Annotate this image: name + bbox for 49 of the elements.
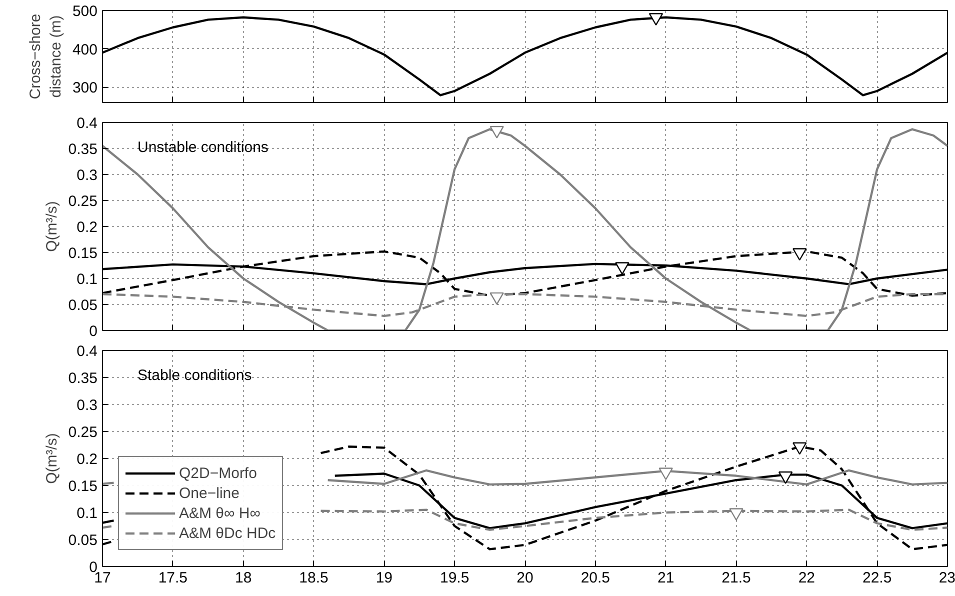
y-tick-label: 0.4 (76, 115, 98, 132)
legend-label: A&M θDc HDc (179, 524, 276, 542)
x-tick-label: 19.5 (440, 570, 470, 586)
point (729, 508, 744, 521)
y-tick-label: 0.1 (76, 271, 98, 288)
y-tick-label: 0.25 (68, 193, 98, 210)
legend-label: Q2D−Morfo (179, 464, 257, 482)
annotation: Unstable conditions (138, 139, 268, 156)
y-tick-label: 0.4 (76, 343, 98, 360)
y-tick-label: 500 (72, 3, 98, 20)
x-tick-label: 19 (376, 570, 393, 586)
x-tick-label: 22 (798, 570, 816, 586)
x-tick-label: 18.5 (299, 570, 328, 586)
y-axis-title: Cross−shore distance (m) (27, 14, 64, 100)
point (792, 248, 807, 261)
point (792, 442, 807, 455)
y-tick-label: 0.05 (68, 532, 98, 549)
y-tick-label: 400 (72, 41, 98, 58)
y-axis-title: Q(m³/s) (43, 201, 60, 252)
point (778, 471, 793, 484)
x-tick-label: 17.5 (158, 570, 188, 586)
y-tick-label: 0.35 (68, 370, 98, 387)
y-tick-label: 0.1 (76, 505, 98, 522)
x-tick-label: 21 (657, 570, 674, 586)
y-tick-label: 0.2 (76, 219, 98, 236)
y-tick-label: 300 (72, 80, 98, 97)
y-tick-label: 0 (89, 323, 98, 340)
y-tick-label: 0.2 (76, 451, 98, 468)
x-tick-label: 23 (938, 570, 955, 586)
y-axis-title: Q(m³/s) (43, 433, 60, 484)
y-tick-label: 0.3 (76, 397, 98, 414)
y-tick-label: 0.15 (68, 245, 98, 262)
x-tick-label: 18 (234, 570, 252, 586)
x-tick-label: 20.5 (580, 570, 610, 586)
x-tick-label: 20 (516, 570, 534, 586)
y-tick-label: 0.25 (68, 424, 98, 441)
annotation: Stable conditions (138, 367, 252, 384)
legend-label: A&M θ∞ H∞ (179, 504, 260, 522)
y-tick-label: 0.15 (68, 478, 98, 495)
y-tick-label: 0.35 (68, 141, 98, 158)
point (490, 126, 504, 138)
y-tick-label: 0.05 (68, 297, 98, 314)
point (615, 262, 630, 275)
y-tick-label: 0.3 (76, 167, 98, 184)
x-tick-label: 22.5 (862, 570, 892, 586)
x-tick-label: 21.5 (722, 570, 751, 586)
point (658, 468, 673, 480)
legend-label: One−line (179, 484, 240, 502)
point (490, 292, 504, 305)
